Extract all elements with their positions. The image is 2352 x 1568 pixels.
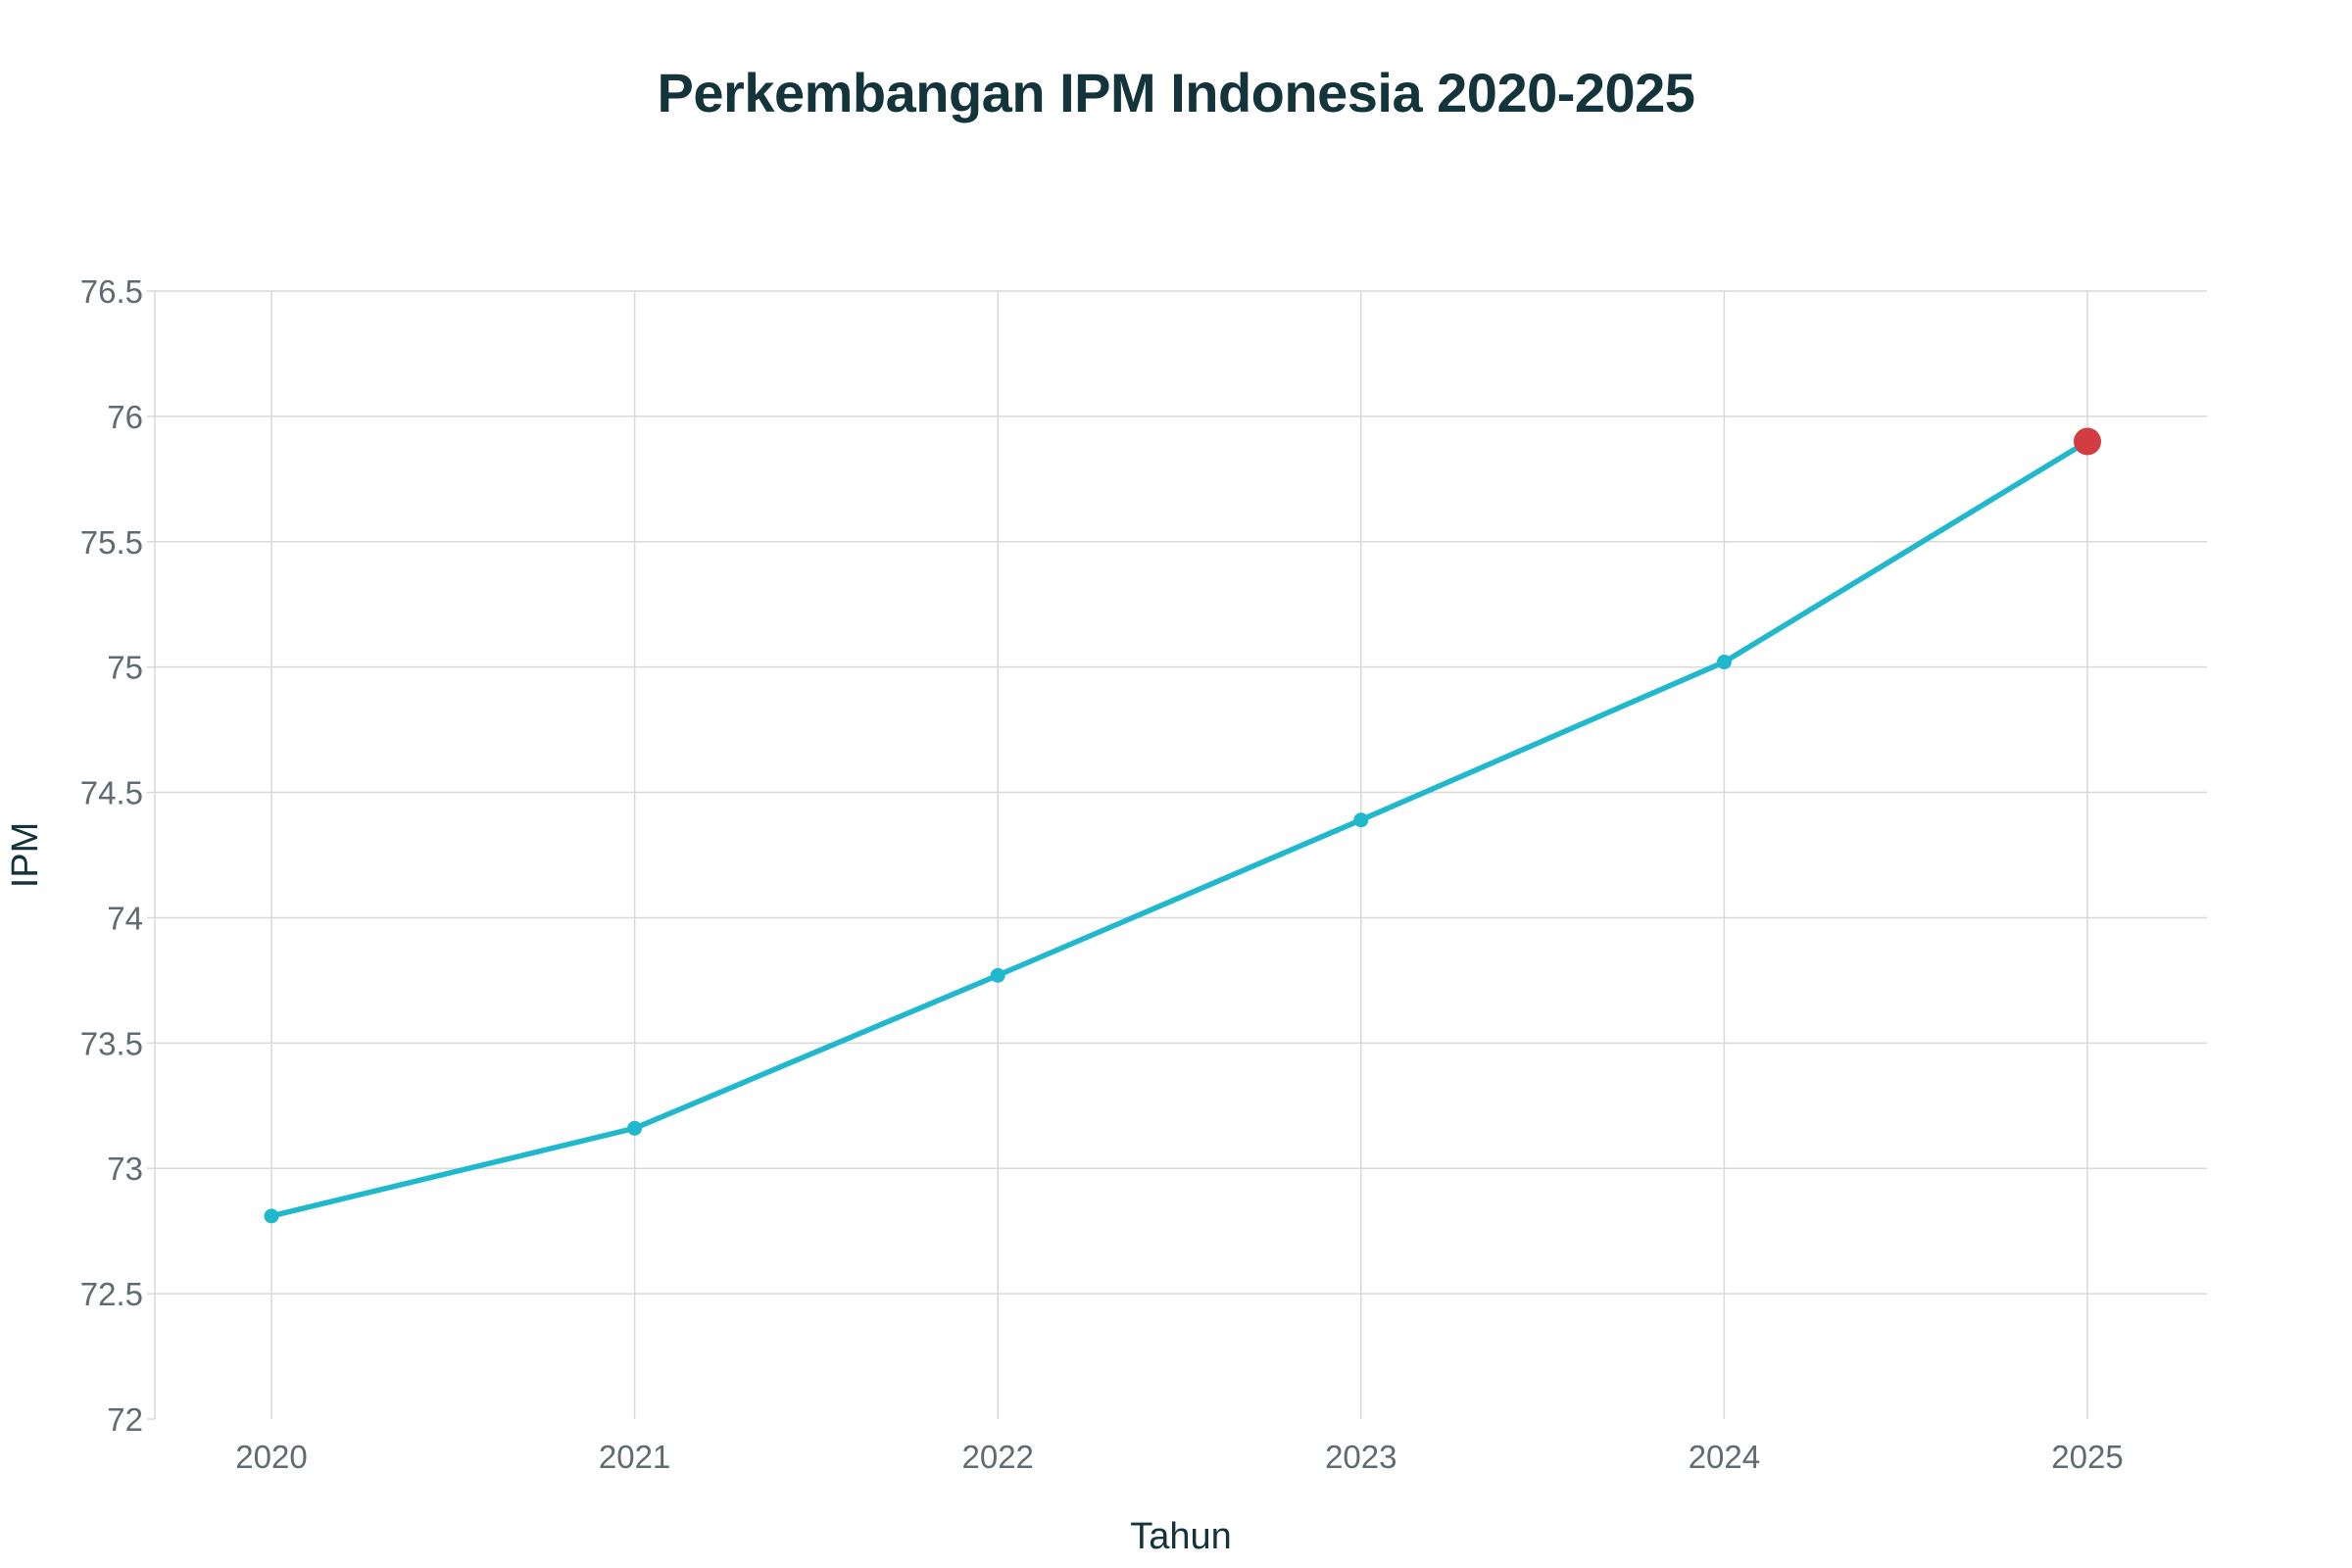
x-tick-label: 2025 — [2051, 1439, 2123, 1475]
y-tick-label: 73.5 — [80, 1025, 143, 1061]
y-axis-title: IPM — [5, 822, 46, 889]
x-tick-label: 2020 — [235, 1439, 307, 1475]
data-point — [1716, 655, 1732, 670]
x-axis-title: Tahun — [1130, 1516, 1232, 1557]
y-tick-label: 72 — [107, 1401, 143, 1438]
data-point — [990, 967, 1005, 983]
tick-labels: 72 72.5 73 73.5 74 74.5 75 75.5 76 76.5 2020 2021 20… — [80, 273, 2124, 1475]
series-line — [269, 438, 2090, 1219]
y-tick-label: 76.5 — [80, 273, 143, 310]
x-tick-label: 2024 — [1689, 1439, 1760, 1475]
y-tick-label: 72.5 — [80, 1276, 143, 1312]
axes — [147, 290, 156, 1420]
y-tick-label: 74.5 — [80, 775, 143, 811]
y-tick-label: 73 — [107, 1151, 143, 1187]
x-tick-label: 2021 — [599, 1439, 670, 1475]
data-point — [627, 1120, 643, 1136]
data-point — [264, 1208, 279, 1224]
highlight-point — [2074, 427, 2101, 456]
y-tick-label: 76 — [107, 399, 143, 435]
y-tick-label: 75 — [107, 650, 143, 686]
x-tick-label: 2023 — [1325, 1439, 1396, 1475]
y-tick-label: 74 — [107, 900, 143, 936]
data-point — [1353, 812, 1369, 828]
y-tick-label: 75.5 — [80, 524, 143, 561]
chart-title: Perkembangan IPM Indonesia 2020-2025 — [657, 62, 1695, 123]
x-tick-label: 2022 — [961, 1439, 1033, 1475]
grid-lines — [155, 290, 2207, 1419]
series-layer — [264, 427, 2101, 1224]
